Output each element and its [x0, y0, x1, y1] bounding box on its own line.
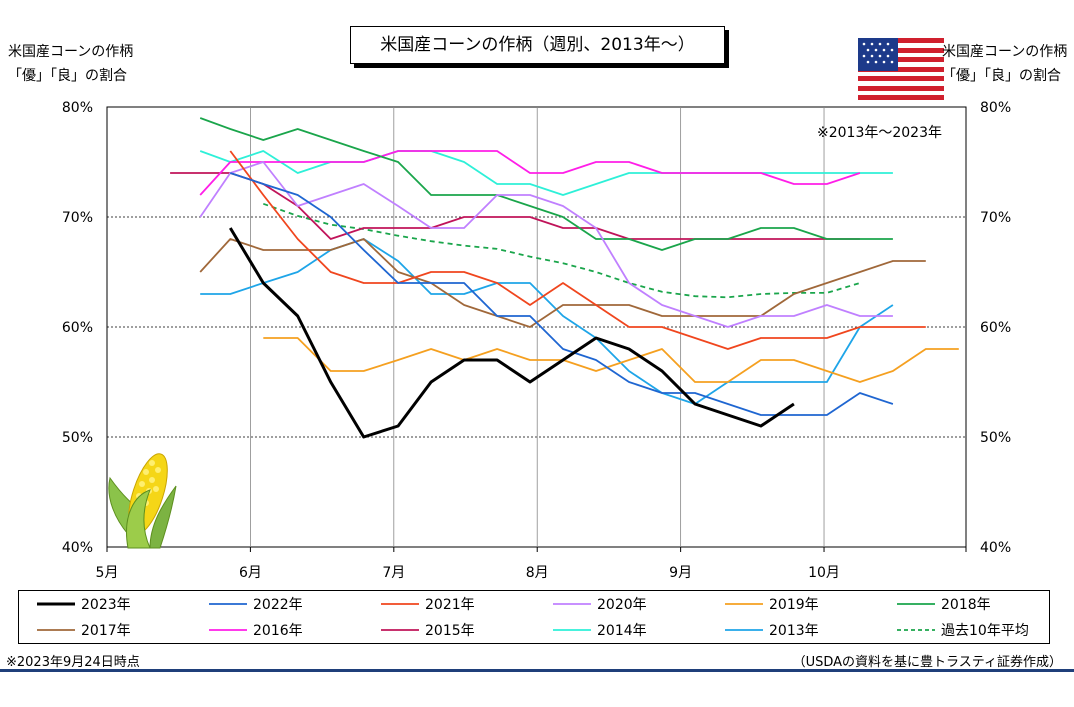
y-tick-label-right: 40% — [980, 540, 1011, 556]
x-tick-label: 8月 — [526, 565, 549, 581]
y-axis-title-left-line1: 米国産コーンの作柄 — [8, 44, 134, 60]
series-line-過去10年平均 — [263, 202, 861, 299]
legend-swatch — [37, 629, 75, 631]
chart-title: 米国産コーンの作柄（週別、2013年～） — [350, 26, 725, 64]
legend-item: 2023年 — [37, 593, 131, 615]
us-flag-icon — [858, 38, 944, 100]
legend-swatch — [37, 602, 75, 606]
legend-label: 2020年 — [597, 597, 647, 613]
legend: 2023年 2022年 2021年 2020年 2019年 2018年 2017年 2016年… — [18, 590, 1050, 644]
legend-label: 2021年 — [425, 597, 475, 613]
series-lines — [170, 117, 959, 439]
x-tick-label: 6月 — [239, 565, 262, 581]
series-line-2021年 — [229, 150, 926, 350]
legend-swatch — [725, 629, 763, 631]
series-line-2014年 — [199, 150, 893, 196]
x-tick-label: 10月 — [808, 565, 840, 581]
series-line-2017年 — [199, 238, 926, 328]
legend-label: 2023年 — [81, 597, 131, 613]
series-line-2023年 — [229, 227, 795, 439]
y-tick-label-left: 40% — [62, 540, 93, 556]
legend-label: 2016年 — [253, 623, 303, 639]
series-line-2018年 — [199, 117, 893, 251]
legend-swatch — [725, 603, 763, 605]
legend-swatch — [553, 603, 591, 605]
series-line-2020年 — [199, 161, 893, 328]
legend-label: 過去10年平均 — [941, 623, 1029, 639]
legend-label: 2022年 — [253, 597, 303, 613]
tick-labels: 40% 40% 50% 50% 60% 60% 70% 70% 80% 80% 5月 6月 7月 8月 9月… — [62, 100, 1011, 581]
legend-swatch — [381, 603, 419, 605]
legend-item: 過去10年平均 — [897, 619, 1029, 641]
legend-item: 2014年 — [553, 619, 647, 641]
y-axis-title-right-line2: 「優」「良」の割合 — [942, 68, 1061, 84]
series-line-2015年 — [170, 172, 860, 240]
source-note: （USDAの資料を基に豊トラスティ証券作成） — [792, 655, 1062, 670]
legend-label: 2015年 — [425, 623, 475, 639]
legend-item: 2015年 — [381, 619, 475, 641]
legend-swatch — [381, 629, 419, 631]
y-axis-title-left-line2: 「優」「良」の割合 — [8, 68, 127, 84]
y-tick-label-right: 70% — [980, 210, 1011, 226]
series-line-2022年 — [230, 172, 894, 416]
y-tick-label-left: 80% — [62, 100, 93, 116]
legend-label: 2018年 — [941, 597, 991, 613]
legend-swatch — [209, 629, 247, 631]
legend-label: 2019年 — [769, 597, 819, 613]
legend-swatch — [209, 603, 247, 605]
legend-item: 2016年 — [209, 619, 303, 641]
y-tick-label-right: 80% — [980, 100, 1011, 116]
y-tick-label-left: 70% — [62, 210, 93, 226]
date-note: ※2023年9月24日時点 — [6, 655, 140, 670]
legend-label: 2013年 — [769, 623, 819, 639]
legend-swatch — [553, 629, 591, 631]
grid — [106, 106, 967, 552]
x-tick-label: 9月 — [669, 565, 692, 581]
legend-item: 2020年 — [553, 593, 647, 615]
y-axis-title-right: 米国産コーンの作柄 「優」「良」の割合 — [942, 40, 1067, 88]
legend-swatch — [897, 603, 935, 605]
legend-item: 2013年 — [725, 619, 819, 641]
y-tick-label-right: 60% — [980, 320, 1011, 336]
legend-label: 2014年 — [597, 623, 647, 639]
y-tick-label-left: 60% — [62, 320, 93, 336]
legend-swatch — [897, 629, 935, 631]
x-tick-label: 7月 — [382, 565, 405, 581]
series-line-2013年 — [200, 238, 894, 405]
legend-item: 2021年 — [381, 593, 475, 615]
legend-item: 2017年 — [37, 619, 131, 641]
legend-item: 2019年 — [725, 593, 819, 615]
legend-item: 2022年 — [209, 593, 303, 615]
corn-icon — [108, 453, 177, 549]
series-line-2019年 — [263, 337, 959, 383]
legend-label: 2017年 — [81, 623, 131, 639]
x-tick-label: 5月 — [96, 565, 119, 581]
y-axis-title-right-line1: 米国産コーンの作柄 — [942, 44, 1068, 60]
chart-annotation: ※2013年～2023年 — [817, 125, 942, 141]
legend-item: 2018年 — [897, 593, 991, 615]
bottom-rule — [0, 669, 1074, 672]
series-line-2016年 — [199, 150, 861, 196]
y-axis-title-left: 米国産コーンの作柄 「優」「良」の割合 — [8, 40, 133, 88]
y-tick-label-left: 50% — [62, 430, 93, 446]
y-tick-label-right: 50% — [980, 430, 1011, 446]
